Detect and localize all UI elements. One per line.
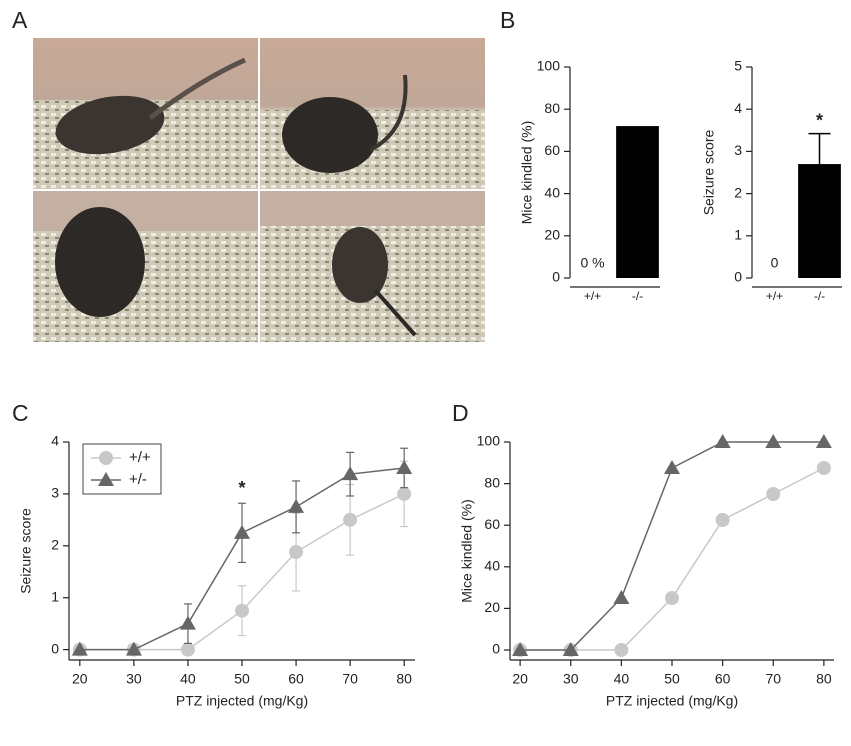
y-tick-label: 80 (484, 474, 500, 490)
marker (234, 524, 250, 539)
marker (512, 642, 529, 657)
x-tick-label: 70 (765, 671, 781, 687)
x-tick-label: -/- (632, 289, 643, 303)
marker (343, 512, 358, 527)
marker (664, 460, 680, 475)
marker (342, 466, 359, 481)
panel-label: D (452, 400, 469, 426)
legend-box (82, 443, 162, 495)
y-tick-label: 60 (484, 516, 500, 532)
y-axis-label: Mice kindled (%) (459, 499, 475, 602)
y-tick-label: 0 (492, 641, 500, 657)
x-tick-label: 50 (234, 671, 250, 687)
marker (71, 641, 88, 656)
marker (125, 641, 142, 656)
y-axis-label: Seizure score (18, 508, 34, 594)
y-tick-label: 5 (734, 58, 742, 74)
y-tick-label: 60 (544, 142, 560, 158)
photo-grid (33, 38, 485, 342)
marker (288, 498, 305, 513)
x-tick-label: +/+ (766, 289, 783, 303)
y-tick-label: 40 (544, 184, 560, 200)
y-tick-label: 100 (477, 433, 501, 449)
y-axis-label: Mice kindled (%) (519, 121, 535, 224)
x-tick-label: 20 (512, 671, 528, 687)
value-label: 0 (771, 255, 779, 271)
panel-label: C (12, 400, 29, 426)
marker (180, 642, 195, 657)
y-tick-label: 0 (51, 640, 59, 656)
legend-label: +/- (129, 471, 147, 488)
bar (616, 126, 659, 278)
photo (260, 191, 485, 342)
y-tick-label: 0 (734, 269, 742, 285)
y-tick-label: 40 (484, 558, 500, 574)
y-tick-label: 1 (734, 227, 742, 243)
photo (260, 38, 485, 189)
marker (665, 591, 679, 606)
y-tick-label: 0 (552, 269, 560, 285)
marker (289, 545, 304, 560)
y-tick-label: 20 (544, 227, 560, 243)
x-tick-label: 40 (180, 671, 196, 687)
y-tick-label: 2 (51, 537, 59, 553)
panel-label: A (12, 7, 28, 33)
annotation: * (816, 110, 823, 130)
marker (715, 513, 730, 528)
y-tick-label: 20 (484, 599, 500, 615)
marker (99, 451, 113, 465)
legend-label: +/+ (129, 449, 151, 466)
value-label: 0 % (580, 255, 604, 271)
marker (562, 642, 579, 657)
y-axis-label: Seizure score (701, 129, 717, 215)
marker (815, 434, 832, 448)
marker (765, 434, 782, 448)
x-tick-label: +/+ (584, 289, 601, 303)
y-tick-label: 4 (734, 100, 742, 116)
y-tick-label: 3 (734, 142, 742, 158)
y-tick-label: 2 (734, 184, 742, 200)
x-tick-label: 70 (342, 671, 358, 687)
x-tick-label: 30 (126, 671, 142, 687)
marker (714, 434, 731, 448)
x-tick-label: 60 (288, 671, 304, 687)
x-tick-label: 80 (816, 671, 832, 687)
x-tick-label: 40 (614, 671, 630, 687)
marker (816, 461, 831, 476)
marker (98, 472, 114, 486)
x-tick-label: 50 (664, 671, 680, 687)
x-tick-label: -/- (814, 289, 825, 303)
y-tick-label: 3 (51, 485, 59, 501)
marker (179, 615, 196, 630)
bar (798, 164, 841, 278)
x-axis-label: PTZ injected (mg/Kg) (176, 693, 308, 709)
marker (235, 603, 249, 618)
x-tick-label: 80 (396, 671, 412, 687)
marker (396, 459, 413, 474)
photo (33, 191, 258, 342)
x-tick-label: 60 (715, 671, 731, 687)
annotation: * (238, 478, 245, 498)
photo (33, 38, 258, 189)
panel-label: B (500, 7, 515, 33)
marker (614, 643, 629, 658)
marker (613, 590, 630, 605)
y-tick-label: 80 (544, 100, 560, 116)
marker (397, 486, 412, 501)
x-axis-label: PTZ injected (mg/Kg) (606, 693, 738, 709)
y-tick-label: 4 (51, 433, 59, 449)
x-tick-label: 20 (72, 671, 88, 687)
marker (766, 487, 781, 502)
y-tick-label: 100 (537, 58, 561, 74)
x-tick-label: 30 (563, 671, 579, 687)
y-tick-label: 1 (51, 588, 59, 604)
